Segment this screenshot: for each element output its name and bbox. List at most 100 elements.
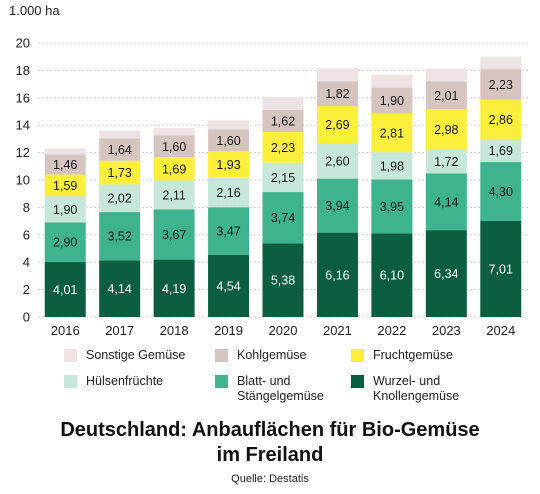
bar-segment xyxy=(480,99,522,139)
data-label: 2,86 xyxy=(489,113,513,127)
y-tick-label: 16 xyxy=(16,90,30,105)
y-axis-label: 1.000 ha xyxy=(9,3,60,18)
data-label: 1,69 xyxy=(489,144,513,158)
legend-item-blatt: Blatt- und Stängelgemüse xyxy=(215,374,335,404)
bar-segment xyxy=(99,184,141,213)
legend-swatch xyxy=(351,375,364,388)
bar-segment xyxy=(425,68,467,82)
x-tick-label: 2024 xyxy=(486,323,515,338)
data-label: 3,74 xyxy=(271,211,295,225)
bar-segment xyxy=(262,132,304,163)
bar-segment xyxy=(153,209,195,260)
y-tick-label: 0 xyxy=(23,310,30,325)
bar-segment xyxy=(480,56,522,70)
data-label: 2,01 xyxy=(434,89,458,103)
data-label: 3,47 xyxy=(216,225,240,239)
legend-swatch xyxy=(64,349,77,362)
data-label: 7,01 xyxy=(489,262,513,276)
data-label: 4,30 xyxy=(489,185,513,199)
bar-segment xyxy=(316,81,358,107)
bar-segment xyxy=(208,254,250,317)
bar-segment xyxy=(371,113,413,153)
bar-segment xyxy=(153,259,195,317)
x-tick-label: 2017 xyxy=(105,323,134,338)
x-tick-label: 2023 xyxy=(432,323,461,338)
bar-segment xyxy=(153,127,195,136)
bar-segment xyxy=(99,138,141,161)
legend-swatch xyxy=(215,375,228,388)
data-label: 1,82 xyxy=(325,87,349,101)
bar-segment xyxy=(371,87,413,114)
legend-label: Hülsenfrüchte xyxy=(86,374,164,388)
data-label: 1,90 xyxy=(53,203,77,217)
bar-segment xyxy=(425,149,467,174)
bar-segment xyxy=(44,154,86,175)
data-label: 5,38 xyxy=(271,274,295,288)
data-label: 1,60 xyxy=(162,140,186,154)
legend-swatch xyxy=(215,349,228,362)
data-label: 2,81 xyxy=(380,126,404,140)
y-tick-label: 18 xyxy=(16,63,30,78)
bar-segment xyxy=(262,192,304,244)
bar-segment xyxy=(480,69,522,100)
bar-segment xyxy=(480,162,522,221)
bar-segment xyxy=(262,109,304,133)
x-tick-label: 2018 xyxy=(160,323,189,338)
bar-segment xyxy=(153,180,195,210)
chart-title: Deutschland: Anbauflächen für Bio-Gemüse… xyxy=(0,418,540,468)
chart-title-line-2: im Freiland xyxy=(216,444,324,466)
bar-segment xyxy=(316,232,358,317)
y-tick-label: 2 xyxy=(23,282,30,297)
bar-segment xyxy=(208,120,250,130)
bar-segment xyxy=(99,160,141,185)
x-tick-label: 2022 xyxy=(377,323,406,338)
legend: Sonstige Gemüse Kohlgemüse Fruchtgemüse … xyxy=(0,348,540,408)
data-label: 2,90 xyxy=(53,236,77,250)
x-tick-label: 2016 xyxy=(51,323,80,338)
bar-segment xyxy=(262,96,304,110)
data-label: 2,23 xyxy=(271,141,295,155)
bar-segment xyxy=(371,74,413,88)
legend-label: Sonstige Gemüse xyxy=(86,348,186,362)
bar-segment xyxy=(99,212,141,261)
bar-segment xyxy=(425,230,467,317)
bar-segment xyxy=(44,262,86,317)
data-label: 4,14 xyxy=(434,195,458,209)
legend-label: Blatt- und Stängelgemüse xyxy=(237,374,324,403)
legend-item-wurzel: Wurzel- und Knollengemüse xyxy=(351,374,471,404)
bar-segment xyxy=(208,177,250,208)
y-tick-label: 4 xyxy=(23,255,30,270)
legend-label: Wurzel- und Knollengemüse xyxy=(373,374,460,403)
y-tick-label: 20 xyxy=(16,36,30,51)
legend-swatch xyxy=(351,349,364,362)
y-tick-label: 8 xyxy=(23,200,30,215)
data-label: 2,69 xyxy=(325,118,349,132)
data-label: 1,64 xyxy=(107,143,131,157)
data-label: 1,69 xyxy=(162,162,186,176)
data-label: 1,90 xyxy=(380,94,404,108)
bar-segment xyxy=(316,178,358,233)
bar-segment xyxy=(153,135,195,158)
data-label: 2,11 xyxy=(162,188,185,202)
bar-segment xyxy=(44,196,86,223)
legend-item-sonstige: Sonstige Gemüse xyxy=(64,348,185,363)
source-note: Quelle: Destatis xyxy=(231,473,309,485)
data-label: 6,16 xyxy=(325,268,349,282)
bar-segment xyxy=(480,138,522,163)
data-label: 1,98 xyxy=(380,159,404,173)
legend-item-kohl: Kohlgemüse xyxy=(215,348,307,363)
data-label: 6,34 xyxy=(434,267,458,281)
bar-segment xyxy=(425,81,467,110)
bar-segment xyxy=(208,151,250,178)
bar-segment xyxy=(371,152,413,180)
data-label: 4,14 xyxy=(107,282,131,296)
data-label: 3,52 xyxy=(107,230,131,244)
chart-title-line-1: Deutschland: Anbauflächen für Bio-Gemüse xyxy=(60,419,480,441)
data-label: 2,02 xyxy=(107,192,131,206)
legend-label: Fruchtgemüse xyxy=(373,348,453,362)
data-label: 2,23 xyxy=(489,78,513,92)
data-label: 3,95 xyxy=(380,200,404,214)
data-label: 2,16 xyxy=(216,186,240,200)
data-label: 2,15 xyxy=(271,171,295,185)
legend-label: Kohlgemüse xyxy=(237,348,307,362)
